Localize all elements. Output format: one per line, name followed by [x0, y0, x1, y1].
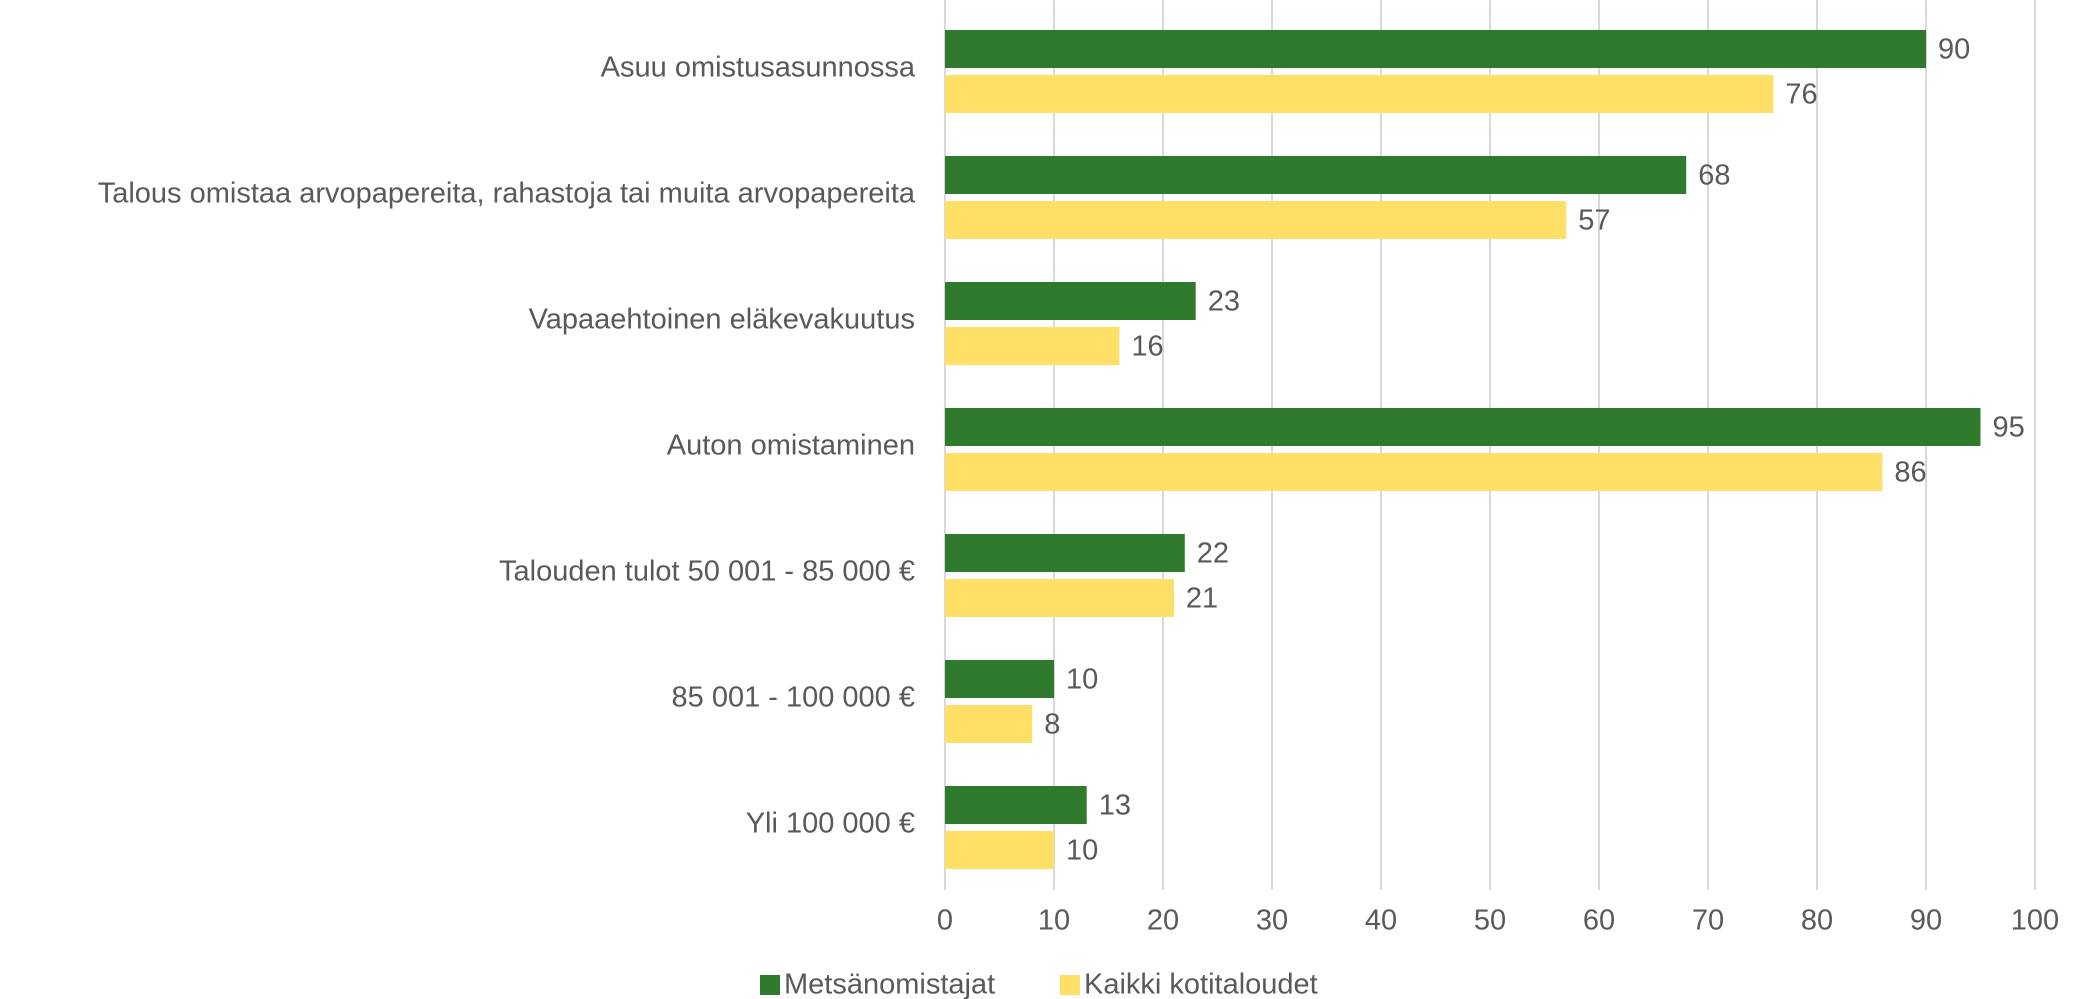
category-label: Asuu omistusasunnossa [601, 52, 916, 84]
data-label: 10 [1066, 664, 1098, 696]
data-label: 90 [1938, 34, 1970, 66]
legend-label: Metsänomistajat [784, 969, 995, 999]
bar [945, 579, 1174, 617]
data-label: 76 [1785, 79, 1817, 111]
x-tick-label: 90 [1910, 905, 1942, 937]
data-label: 95 [1993, 412, 2025, 444]
bar [945, 30, 1926, 68]
bar [945, 75, 1774, 113]
data-label: 16 [1131, 331, 1163, 363]
category-label: Vapaaehtoinen eläkevakuutus [529, 304, 915, 336]
bar [945, 831, 1054, 869]
data-label: 8 [1044, 709, 1060, 741]
data-label: 22 [1197, 538, 1229, 570]
category-label: Auton omistaminen [667, 430, 915, 462]
x-tick-label: 100 [2011, 905, 2059, 937]
bar [945, 327, 1120, 365]
data-label: 57 [1578, 205, 1610, 237]
category-label: Yli 100 000 € [746, 808, 915, 840]
bar [945, 156, 1687, 194]
x-tick-label: 20 [1147, 905, 1179, 937]
x-tick-label: 40 [1365, 905, 1397, 937]
x-tick-label: 70 [1692, 905, 1724, 937]
legend-swatch [760, 975, 780, 995]
bar [945, 201, 1567, 239]
data-label: 21 [1186, 583, 1218, 615]
data-label: 68 [1698, 160, 1730, 192]
x-tick-label: 30 [1256, 905, 1288, 937]
x-tick-label: 50 [1474, 905, 1506, 937]
category-label: Talous omistaa arvopapereita, rahastoja … [98, 178, 916, 210]
data-label: 13 [1099, 790, 1131, 822]
bar [945, 453, 1883, 491]
legend-swatch [1060, 975, 1080, 995]
bar [945, 282, 1196, 320]
bar [945, 660, 1054, 698]
bar [945, 705, 1033, 743]
bar [945, 534, 1185, 572]
category-label: 85 001 - 100 000 € [672, 682, 915, 714]
x-tick-label: 0 [937, 905, 953, 937]
x-tick-label: 80 [1801, 905, 1833, 937]
legend-label: Kaikki kotitaloudet [1084, 969, 1318, 999]
x-tick-label: 60 [1583, 905, 1615, 937]
data-label: 23 [1208, 286, 1240, 318]
bar [945, 408, 1981, 446]
bar [945, 786, 1087, 824]
data-label: 86 [1894, 457, 1926, 489]
x-tick-label: 10 [1038, 905, 1070, 937]
category-label: Talouden tulot 50 001 - 85 000 € [499, 556, 915, 588]
data-label: 10 [1066, 835, 1098, 867]
